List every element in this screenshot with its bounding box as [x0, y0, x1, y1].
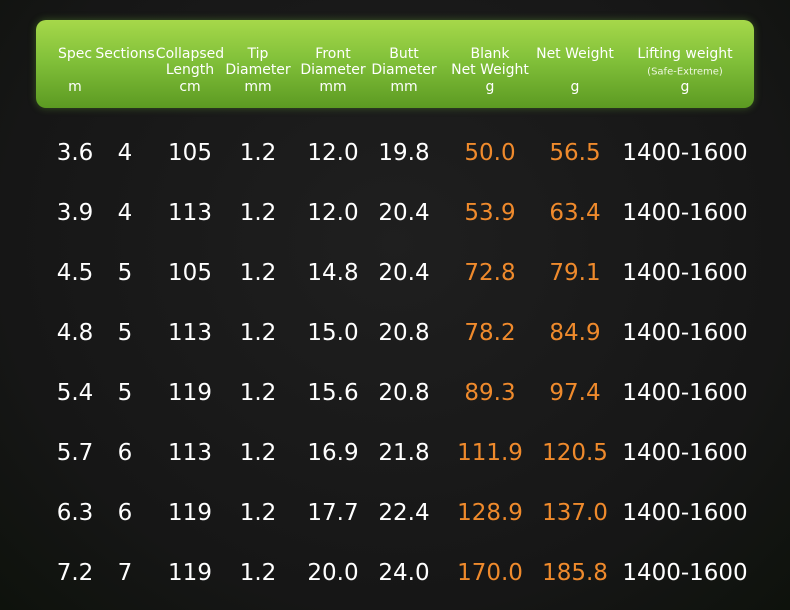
table-cell: 4	[117, 140, 133, 166]
table-cell: 22.4	[378, 500, 430, 526]
table-cell: 20.4	[378, 260, 430, 286]
table-cell: 1.2	[239, 380, 277, 406]
table-cell: 6	[117, 500, 133, 526]
table-cell: 1400-1600	[622, 560, 748, 586]
table-cell: 1400-1600	[622, 200, 748, 226]
table-cell: 5	[117, 320, 133, 346]
table-cell: 5.7	[56, 440, 94, 466]
table-cell: 4.5	[56, 260, 94, 286]
table-cell: 19.8	[378, 140, 430, 166]
table-cell: 1400-1600	[622, 440, 748, 466]
header-unit: g	[570, 79, 580, 95]
table-cell: 6.3	[56, 500, 94, 526]
table-cell: 15.0	[307, 320, 359, 346]
header-label: Length	[165, 62, 215, 78]
table-cell: 97.4	[549, 380, 601, 406]
header-band	[36, 20, 754, 108]
table-cell: 3.6	[56, 140, 94, 166]
table-cell: 7.2	[56, 560, 94, 586]
table-cell: 12.0	[307, 140, 359, 166]
table-cell: 72.8	[464, 260, 516, 286]
header-unit: mm	[319, 79, 347, 95]
header-unit: m	[68, 79, 82, 95]
table-cell: 1.2	[239, 320, 277, 346]
table-cell: 16.9	[307, 440, 359, 466]
table-cell: 1.2	[239, 140, 277, 166]
table-cell: 120.5	[542, 440, 608, 466]
header-label: Tip	[247, 46, 269, 62]
header-label: Sections	[95, 46, 155, 62]
table-cell: 1400-1600	[622, 500, 748, 526]
table-cell: 1.2	[239, 500, 277, 526]
table-cell: 89.3	[464, 380, 516, 406]
header-note: (Safe-Extreme)	[647, 66, 723, 78]
table-cell: 113	[168, 440, 212, 466]
table-cell: 20.0	[307, 560, 359, 586]
header-label: Collapsed	[155, 46, 225, 62]
table-cell: 7	[117, 560, 133, 586]
table-cell: 24.0	[378, 560, 430, 586]
header-unit: mm	[244, 79, 272, 95]
table-cell: 111.9	[457, 440, 523, 466]
header-label: Blank	[470, 46, 510, 62]
table-cell: 53.9	[464, 200, 516, 226]
table-cell: 6	[117, 440, 133, 466]
table-cell: 1400-1600	[622, 380, 748, 406]
table-cell: 105	[168, 140, 212, 166]
table-cell: 4.8	[56, 320, 94, 346]
table-cell: 5	[117, 260, 133, 286]
header-label: Net Weight	[536, 46, 614, 62]
header-label: Front	[315, 46, 351, 62]
table-cell: 15.6	[307, 380, 359, 406]
table-cell: 105	[168, 260, 212, 286]
table-cell: 119	[168, 560, 212, 586]
table-cell: 1400-1600	[622, 260, 748, 286]
table-cell: 113	[168, 200, 212, 226]
table-cell: 5	[117, 380, 133, 406]
table-cell: 1.2	[239, 260, 277, 286]
table-cell: 3.9	[56, 200, 94, 226]
table-cell: 119	[168, 500, 212, 526]
table-cell: 1.2	[239, 200, 277, 226]
table-cell: 185.8	[542, 560, 608, 586]
header-label: Diameter	[371, 62, 437, 78]
table-cell: 79.1	[549, 260, 601, 286]
table-cell: 170.0	[457, 560, 523, 586]
header-label: Spec	[57, 46, 93, 62]
table-cell: 17.7	[307, 500, 359, 526]
table-cell: 1.2	[239, 440, 277, 466]
table-cell: 1.2	[239, 560, 277, 586]
table-cell: 12.0	[307, 200, 359, 226]
header-label: Lifting weight	[637, 46, 733, 62]
table-cell: 56.5	[549, 140, 601, 166]
header-label: Diameter	[225, 62, 291, 78]
table-cell: 84.9	[549, 320, 601, 346]
header-label: Net Weight	[451, 62, 529, 78]
table-cell: 20.4	[378, 200, 430, 226]
table-cell: 4	[117, 200, 133, 226]
table-cell: 63.4	[549, 200, 601, 226]
table-cell: 128.9	[457, 500, 523, 526]
table-cell: 5.4	[56, 380, 94, 406]
table-cell: 20.8	[378, 320, 430, 346]
table-cell: 50.0	[464, 140, 516, 166]
table-cell: 20.8	[378, 380, 430, 406]
header-unit: g	[485, 79, 495, 95]
header-unit: g	[680, 79, 690, 95]
table-cell: 78.2	[464, 320, 516, 346]
header-unit: mm	[390, 79, 418, 95]
table-cell: 137.0	[542, 500, 608, 526]
table-cell: 119	[168, 380, 212, 406]
header-label: Diameter	[300, 62, 366, 78]
header-label: Butt	[389, 46, 419, 62]
table-cell: 21.8	[378, 440, 430, 466]
header-unit: cm	[179, 79, 201, 95]
table-cell: 1400-1600	[622, 320, 748, 346]
table-cell: 14.8	[307, 260, 359, 286]
table-cell: 113	[168, 320, 212, 346]
table-cell: 1400-1600	[622, 140, 748, 166]
